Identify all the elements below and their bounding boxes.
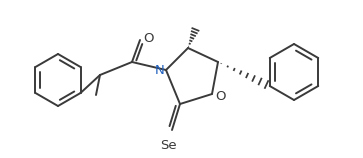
Text: N: N xyxy=(154,64,164,78)
Text: O: O xyxy=(215,89,225,103)
Text: O: O xyxy=(143,33,154,46)
Text: Se: Se xyxy=(160,139,176,152)
